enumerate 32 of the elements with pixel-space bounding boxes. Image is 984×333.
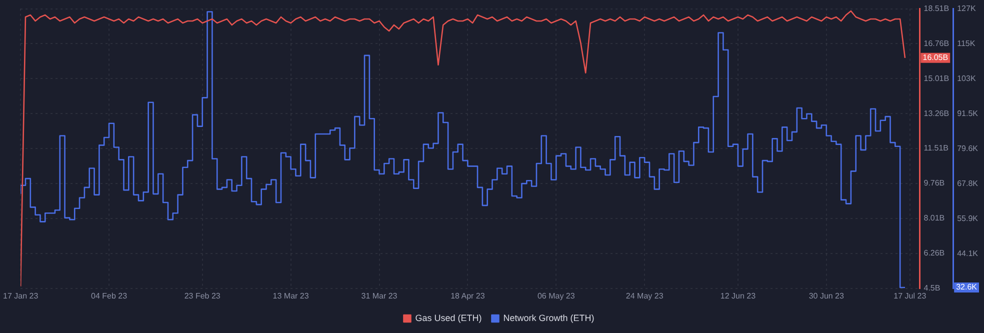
x-tick-label: 30 Jun 23 <box>808 291 845 300</box>
x-tick-label: 17 Jul 23 <box>894 291 927 300</box>
x-tick-label: 13 Mar 23 <box>272 291 310 300</box>
y-tick-label: 16.76B <box>924 38 950 48</box>
y2-tick-label: 127K <box>957 4 976 14</box>
y2-tick-label: 55.9K <box>957 214 979 223</box>
y-tick-label: 11.51B <box>924 144 949 153</box>
x-tick-label: 12 Jun 23 <box>720 291 756 300</box>
x-tick-label: 06 May 23 <box>537 291 576 300</box>
y-tick-label: 9.76B <box>924 178 945 188</box>
y2-tick-label: 91.5K <box>957 108 979 118</box>
x-tick-label: 17 Jan 23 <box>3 291 39 300</box>
y-tick-label: 18.51B <box>924 4 950 14</box>
x-tick-label: 23 Feb 23 <box>184 291 221 300</box>
text: 16.05B <box>922 53 948 62</box>
y-tick-label: 4.5B <box>924 284 940 293</box>
x-tick-label: 31 Mar 23 <box>361 291 398 300</box>
legend-label: Gas Used (ETH) <box>415 312 482 323</box>
y2-tick-label: 115K <box>957 38 976 48</box>
y-tick-label: 8.01B <box>924 214 945 223</box>
legend-label: Network Growth (ETH) <box>503 312 594 323</box>
y2-tick-label: 79.6K <box>957 144 979 153</box>
y2-tick-label: 44.1K <box>957 248 979 258</box>
y2-tick-label: 103K <box>957 74 976 83</box>
text: 32.6K <box>956 282 978 292</box>
x-tick-label: 04 Feb 23 <box>90 291 128 300</box>
x-tick-label: 24 May 23 <box>626 291 664 300</box>
y-tick-label: 15.01B <box>924 74 950 83</box>
y-tick-label: 6.26B <box>924 248 945 258</box>
x-tick-label: 18 Apr 23 <box>450 291 486 300</box>
y2-tick-label: 67.8K <box>957 178 979 188</box>
y-tick-label: 13.26B <box>924 108 950 118</box>
